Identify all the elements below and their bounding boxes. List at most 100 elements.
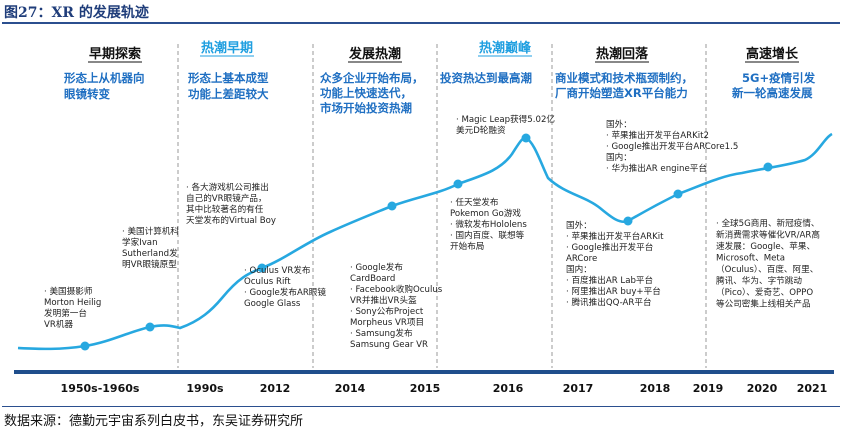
timeline-label: 2016 [493,382,524,395]
phase-4-desc-0: 商业模式和技术瓶颈制约， [555,71,693,85]
event-note-8-line: · 腾讯推出QQ-AR平台 [566,296,652,308]
phase-5-desc-0: 5G+疫情引发 [742,71,816,85]
phase-headings: 早期探索 热潮早期 发展热潮 热潮巅峰 热潮回落 高速增长 [88,40,799,63]
event-note-9: · 全球5G商用、新冠疫情、新消费需求等催化VR/AR高速发展：Google、苹… [716,217,820,310]
title-rule [2,22,840,24]
event-note-3: · Oculus VR发布 Oculus Rift · Google发布AR眼镜 Go… [244,264,326,309]
event-note-1: · 美国计算机科学家Ivan Sutherland发明VR眼镜原型 [122,225,179,270]
event-note-3-line: Google Glass [244,299,301,309]
event-note-2-line: · 各大游戏机公司推出 [186,181,269,193]
event-note-3-line: Oculus Rift [244,277,291,287]
event-note-4-line: · Facebook收购Oculus [350,283,443,295]
event-note-2-line: 其中比较著名的有任 [186,203,264,215]
event-note-4-line: Morpheus VR项目 [350,317,424,328]
event-annotations: · 美国摄影师 Morton Heilig 发明第一台 VR机器 · 美国计算机科学家I… [44,113,820,350]
event-note-9-line: · 全球5G商用、新冠疫情、 [716,217,820,229]
event-dot-7 [673,189,683,199]
event-note-2-line: 天堂发布的Virtual Boy [186,214,276,226]
event-note-8-line: · 苹果推出开发平台ARKit [566,230,664,242]
event-note-3-line: · Oculus VR发布 [244,264,311,276]
phase-3-desc-0: 投资热达到最高潮 [440,71,532,85]
event-note-0-line: Morton Heilig [44,298,101,308]
phase-descriptions: 形态上从机器向 眼镜转变 形态上基本成型 功能上差距较大 众多企业开始布局， 功… [64,71,816,115]
event-note-4-line: · Samsung发布 [350,327,413,339]
event-note-7-line: 国内： [606,151,632,163]
figure-title: 图27：XR 的发展轨迹 [4,5,149,21]
source-note: 数据来源：德勤元宇宙系列白皮书，东吴证券研究所 [4,414,304,429]
event-note-8-line: 国内： [566,263,592,275]
phase-2-desc-1: 功能上快速迭代， [320,86,412,100]
event-dot-6 [623,216,633,226]
phase-5-title: 高速增长 [746,46,799,62]
event-note-9-line: 速发展：Google、苹果、 [716,240,815,252]
timeline-label: 1950s-1960s [61,382,140,395]
event-note-0-line: 发明第一台 [44,307,87,319]
event-note-1-line: 学家Ivan [122,236,158,248]
event-note-2: · 各大游戏机公司推出自己的VR眼镜产品，其中比较著名的有任天堂发布的Virtu… [186,181,276,226]
event-note-5-line: · Magic Leap获得5.02亿 [456,113,555,125]
event-note-8-line: · 百度推出AR Lab平台 [566,274,653,286]
event-note-1-line: 明VR眼镜原型 [122,258,177,270]
event-note-9-line: 新消费需求等催化VR/AR高 [716,229,820,241]
event-note-6: · 任天堂发布 Pokemon Go游戏· 微软发布Hololens · 国内百度、… [450,196,527,252]
event-note-4: · Google发布 CardBoard · Facebook收购Oculus VR并… [350,261,443,350]
event-note-1-line: Sutherland发 [122,247,178,259]
event-dot-3 [387,201,397,211]
event-note-8-line: · Google推出开发平台 [566,241,653,253]
event-dot-2 [257,263,267,273]
phase-5-desc-1: 新一轮高速发展 [732,86,813,100]
timeline-label: 2014 [335,382,366,395]
phase-2-desc-2: 市场开始投资热潮 [320,101,412,115]
trend-curve [17,132,833,351]
event-note-8-line: · 阿里推出AR buy+平台 [566,285,661,297]
event-dot-4 [453,179,463,189]
phase-3-title: 热潮巅峰 [479,40,532,56]
event-note-5-line: 美元D轮融资 [456,124,506,136]
timeline-label: 2015 [410,382,441,395]
event-note-8-line: ARCore [566,254,597,264]
event-note-4-line: · Sony公布Project [350,305,424,317]
timeline-label: 2012 [260,382,291,395]
event-note-4-line: Samsung Gear VR [350,340,428,350]
event-note-7-line: · 华为推出AR engine平台 [606,162,707,174]
event-note-7-line: · 苹果推出开发平台ARKit2 [606,129,709,141]
event-note-8: 国外：· 苹果推出开发平台ARKit · Google推出开发平台 ARCore 国内… [566,219,664,308]
timeline-label: 1990s [186,382,224,395]
xr-timeline-diagram: 早期探索 热潮早期 发展热潮 热潮巅峰 热潮回落 高速增长 形态上从机器向 眼镜… [14,40,834,395]
event-note-9-line: （Pico）、爱奇艺、OPPO [716,286,813,298]
event-dot-5 [521,133,531,143]
timeline-label: 2018 [640,382,671,395]
event-dots [80,133,773,351]
phase-dividers [177,44,707,368]
phase-1-title: 热潮早期 [201,40,253,56]
timeline-axis [14,370,834,374]
timeline-label: 2017 [563,382,594,395]
event-note-0-line: VR机器 [44,318,73,330]
event-note-6-line: · 任天堂发布 [450,196,499,208]
event-note-7: 国外：· 苹果推出开发平台ARKit2 · Google推出开发平台ARCore1… [606,118,738,174]
event-dot-8 [763,162,773,172]
event-note-5: · Magic Leap获得5.02亿美元D轮融资 [456,113,555,136]
timeline-labels: 1950s-1960s 1990s 2012 2014 2015 2016 2017 2018… [61,382,828,395]
phase-4-title: 热潮回落 [596,46,649,62]
event-note-9-line: （Oculus）、百度、阿里、 [716,263,818,275]
event-note-0: · 美国摄影师 Morton Heilig 发明第一台 VR机器 [44,285,101,330]
phase-1-desc-0: 形态上基本成型 [188,71,269,85]
event-note-7-line: 国外： [606,118,632,130]
event-note-6-line: 开始布局 [450,240,484,252]
event-note-6-line: · 国内百度、联想等 [450,229,525,241]
phase-0-desc-0: 形态上从机器向 [64,71,145,85]
event-note-7-line: · Google推出开发平台ARCore1.5 [606,140,738,152]
event-note-6-line: Pokemon Go游戏 [450,207,521,219]
phase-4-desc-1: 厂商开始塑造XR平台能力 [555,86,688,100]
event-dot-1 [145,322,155,332]
phase-2-title: 发展热潮 [348,46,401,62]
phase-2-desc-0: 众多企业开始布局， [320,71,424,85]
event-note-3-line: · Google发布AR眼镜 [244,286,326,298]
event-note-1-line: · 美国计算机科 [122,225,179,237]
phase-0-title: 早期探索 [89,46,141,62]
event-note-9-line: 腾讯、华为、字节跳动 [716,275,802,287]
event-note-9-line: 等公司密集上线相关产品 [716,298,811,310]
event-note-6-line: · 微软发布Hololens [450,218,527,230]
event-note-4-line: VR并推出VR头盔 [350,294,417,306]
